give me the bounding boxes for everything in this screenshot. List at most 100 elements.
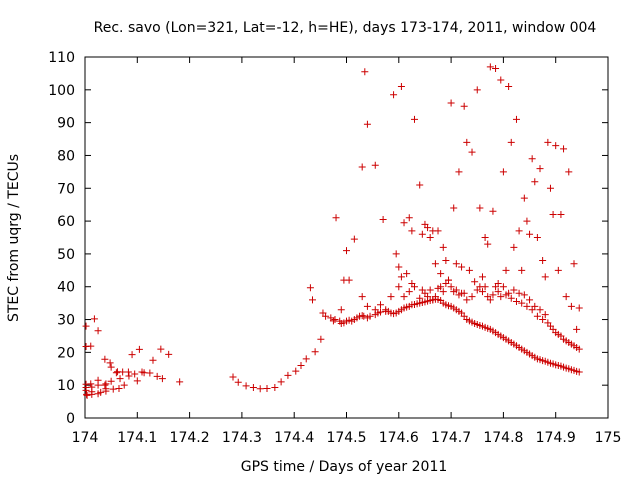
data-point (484, 240, 492, 248)
y-tick-label: 40 (57, 280, 75, 296)
data-point (528, 155, 536, 163)
data-point (507, 138, 515, 146)
data-point (408, 227, 416, 235)
data-point (468, 293, 476, 301)
data-point (94, 381, 102, 389)
data-point (531, 178, 539, 186)
data-point (376, 301, 384, 309)
data-point (505, 289, 513, 297)
data-point (439, 243, 447, 251)
data-point (431, 293, 439, 301)
data-point (101, 355, 109, 363)
data-point (499, 283, 507, 291)
data-point (533, 312, 541, 320)
data-point (431, 260, 439, 268)
data-point (541, 311, 549, 319)
data-point (570, 260, 578, 268)
data-point (128, 351, 136, 359)
data-points (82, 63, 583, 399)
data-point (306, 284, 314, 292)
x-tick-label: 174.8 (483, 430, 523, 446)
y-tick-label: 10 (57, 378, 75, 394)
x-tick-label: 174.3 (222, 430, 262, 446)
data-point (478, 273, 486, 281)
data-point (463, 138, 471, 146)
data-point (536, 165, 544, 173)
ticks: 174 174.1 174.2 174.3 174.4 174.5 174.6 174.7 17… (48, 50, 621, 446)
data-point (575, 304, 583, 312)
data-point (507, 294, 515, 302)
data-point (115, 384, 123, 392)
data-point (554, 266, 562, 274)
x-tick-label: 175 (595, 430, 622, 446)
data-point (497, 293, 505, 301)
data-point (87, 342, 95, 350)
data-point (109, 385, 117, 393)
data-point (562, 293, 570, 301)
data-point (426, 234, 434, 241)
data-point (424, 224, 432, 232)
data-point (492, 64, 500, 72)
data-point (390, 91, 398, 99)
data-point (371, 161, 379, 169)
data-point (116, 375, 124, 383)
data-point (345, 276, 353, 284)
data-point (418, 230, 426, 238)
data-point (552, 142, 560, 150)
data-point (447, 283, 455, 291)
data-point (234, 378, 242, 386)
data-point (107, 363, 115, 371)
data-point (478, 288, 486, 296)
data-point (158, 375, 166, 383)
data-point (455, 168, 463, 176)
data-point (460, 102, 468, 110)
data-point (512, 297, 520, 305)
data-point (277, 378, 285, 386)
x-tick-label: 174.2 (170, 430, 210, 446)
data-point (331, 316, 339, 324)
data-point (520, 194, 528, 202)
data-point (157, 345, 165, 353)
data-point (489, 291, 497, 299)
data-point (526, 230, 534, 238)
data-point (392, 250, 400, 258)
data-point (149, 356, 157, 364)
x-tick-label: 174.5 (326, 430, 366, 446)
data-point (363, 120, 371, 128)
data-point (405, 214, 413, 222)
data-point (410, 283, 418, 291)
data-point (410, 115, 418, 123)
data-point (575, 345, 583, 353)
y-tick-label: 100 (48, 83, 75, 99)
data-point (512, 115, 520, 123)
x-tick-label: 174.7 (431, 430, 471, 446)
data-point (376, 308, 384, 316)
data-point (468, 148, 476, 156)
data-point (489, 207, 497, 215)
data-point (317, 335, 325, 343)
data-point (87, 380, 95, 388)
data-point (112, 369, 120, 377)
data-point (292, 367, 300, 375)
data-point (515, 227, 523, 235)
data-point (102, 387, 110, 395)
data-point (465, 266, 473, 274)
data-point (82, 386, 90, 394)
data-point (360, 312, 368, 320)
y-tick-label: 80 (57, 148, 75, 164)
data-point (311, 348, 319, 356)
data-point (463, 296, 471, 304)
data-point (106, 359, 114, 367)
y-tick-label: 50 (57, 247, 75, 263)
data-point (486, 296, 494, 304)
data-point (442, 256, 450, 264)
data-point (120, 381, 128, 389)
data-point (382, 306, 390, 314)
data-point (416, 181, 424, 189)
data-point (539, 256, 547, 264)
data-point (494, 279, 502, 287)
data-point (499, 168, 507, 176)
data-point (107, 377, 115, 385)
